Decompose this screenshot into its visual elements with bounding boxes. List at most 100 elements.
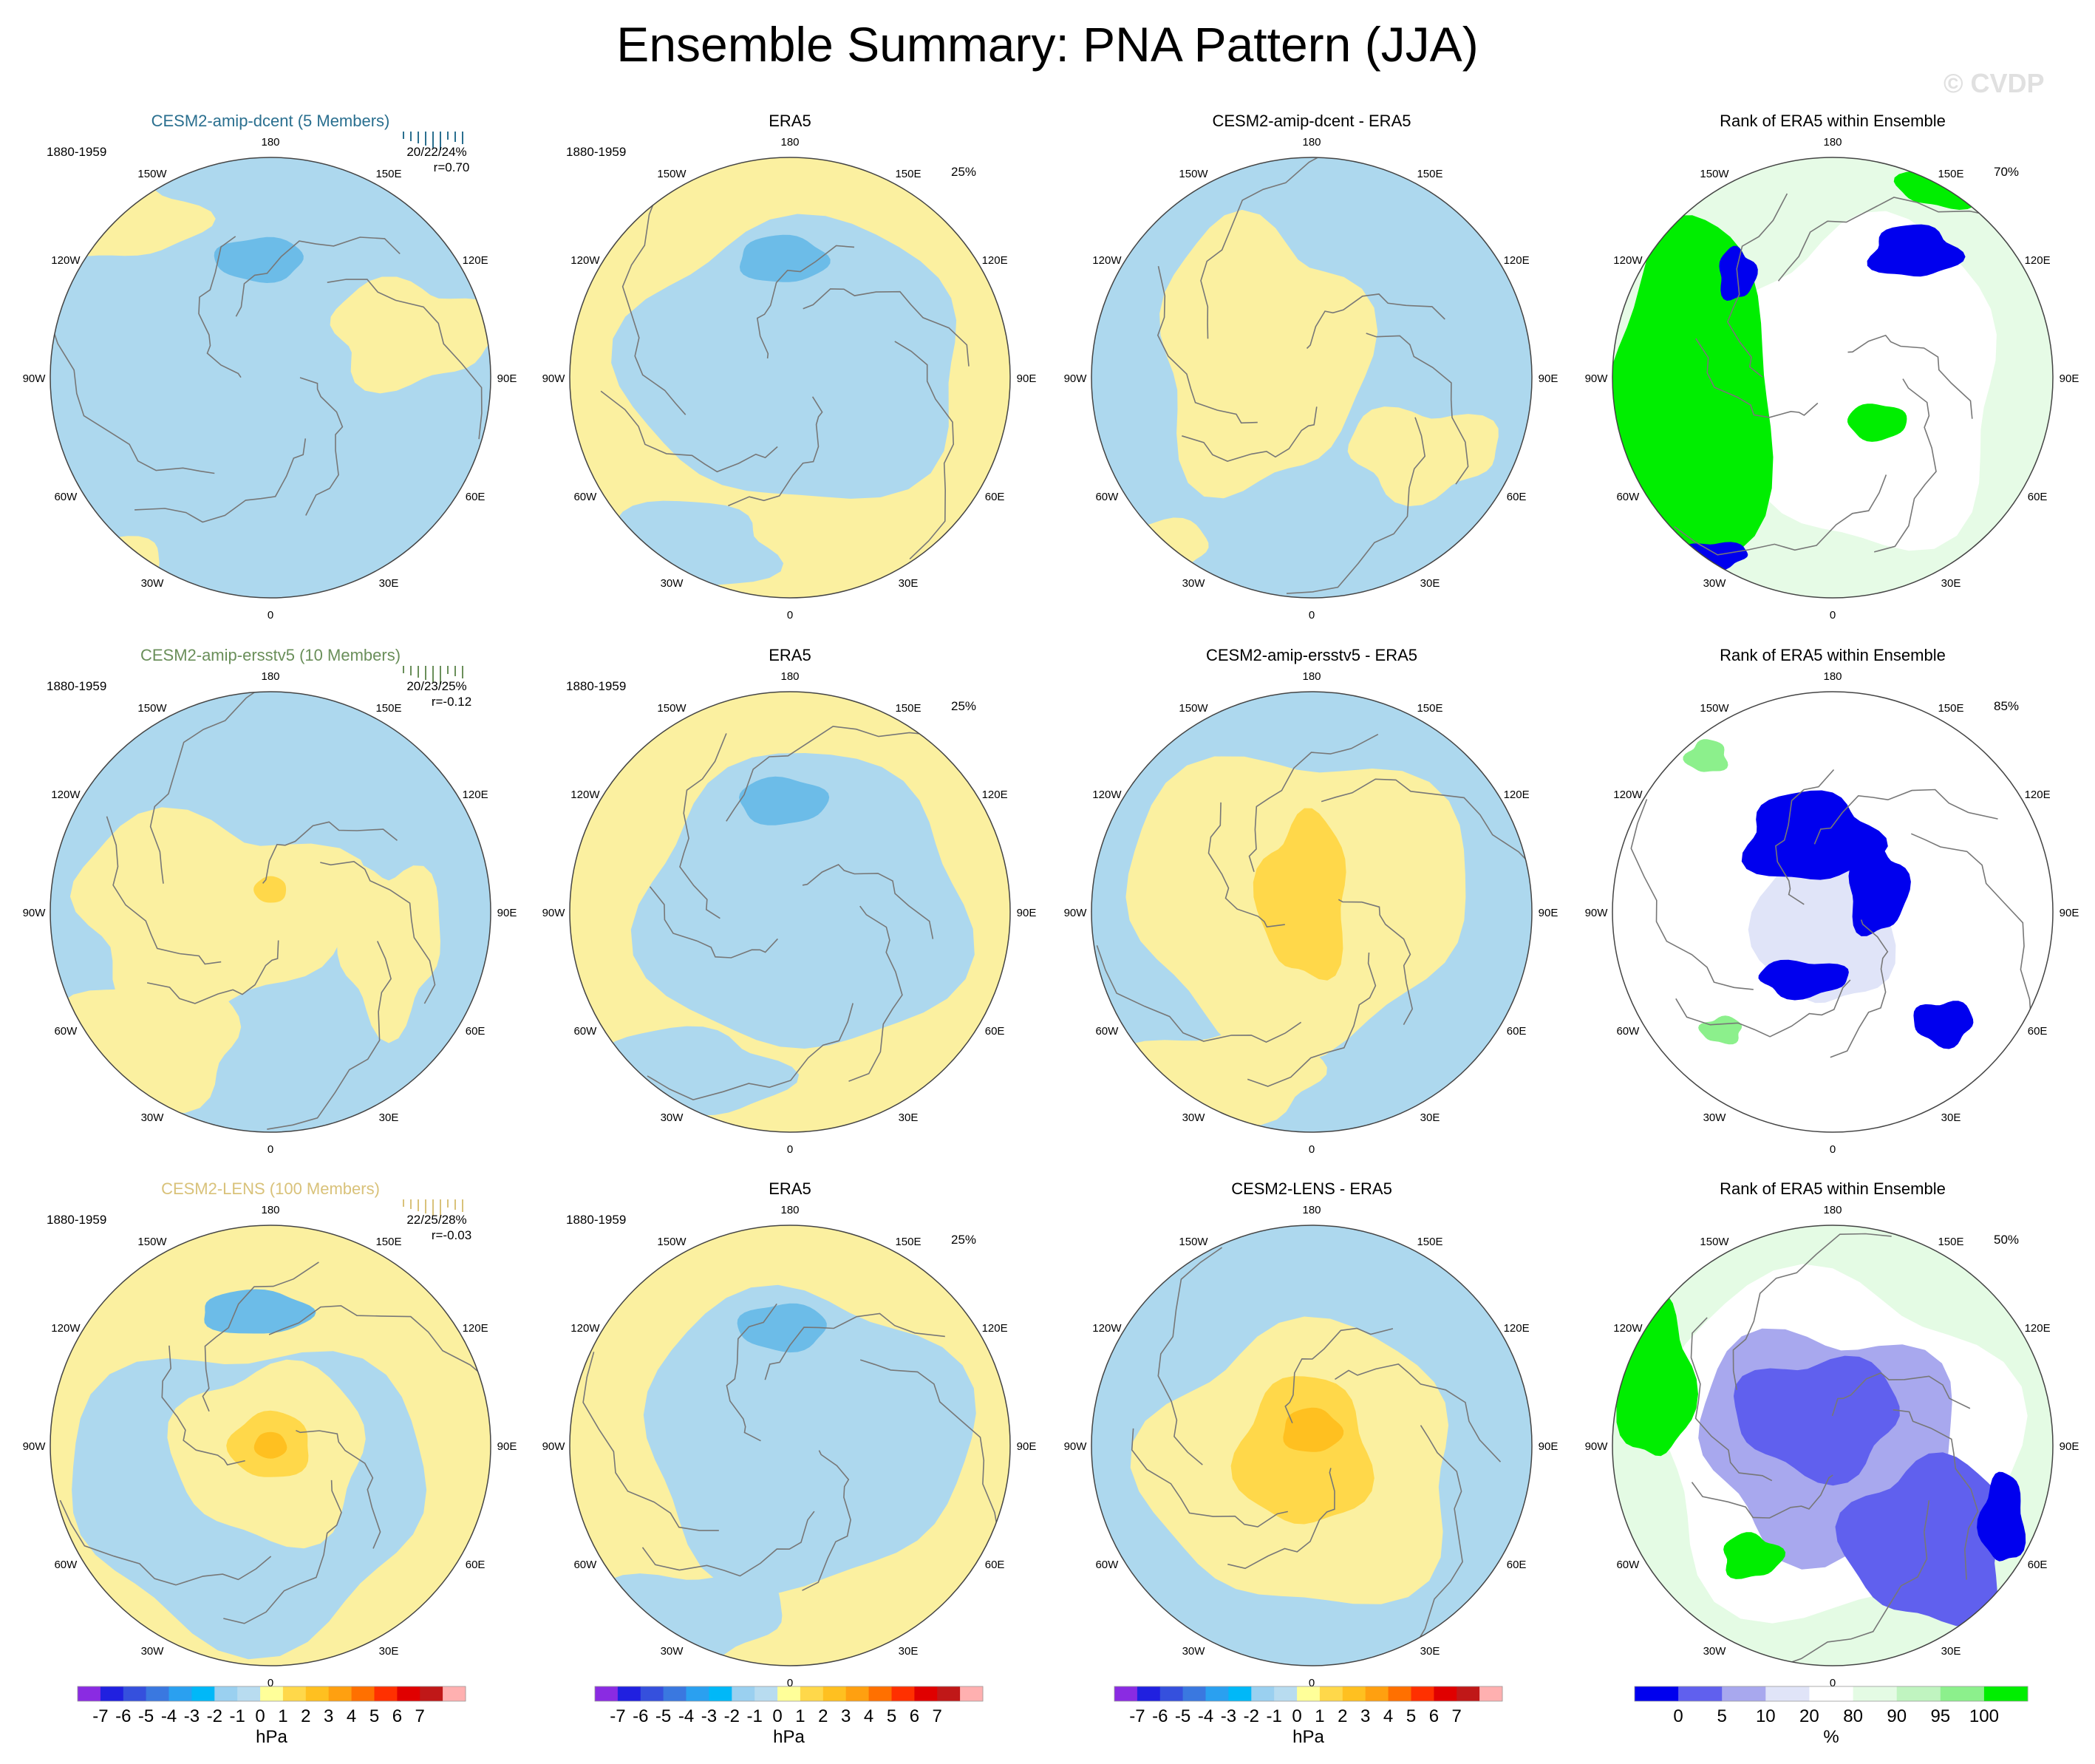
colorbar-tick-label: 3 [1360,1706,1370,1726]
panel-r2-c4: 180 150E 120E 90E 60E 30E 0 30W 60W 90W 120W 150W Ra… [1585,646,2079,1156]
lon-label-60E: 60E [985,1559,1005,1571]
colorbar-tick-label: 5 [369,1706,379,1726]
map-border [50,1225,491,1666]
lon-label-0: 0 [1309,1143,1315,1156]
colorbar-swatch [1342,1686,1366,1701]
field-contour-3 [739,234,831,282]
lon-label-150W: 150W [657,168,687,180]
map-border [1612,1225,2054,1666]
lon-label-60W: 60W [1095,1025,1119,1038]
lon-label-60E: 60E [2028,1559,2048,1571]
colorbar-swatch [146,1686,169,1701]
colorbar-swatch [914,1686,938,1701]
lon-label-30E: 30E [1420,577,1440,590]
colorbar-tick-label: -5 [1175,1706,1190,1726]
colorbar-tick-label: 1 [278,1706,287,1726]
lon-label-90E: 90E [2060,907,2079,919]
panel-title: ERA5 [769,646,811,664]
lon-label-60W: 60W [573,1025,597,1038]
coastlines [59,1261,491,1624]
colorbar-tick-label: -6 [115,1706,131,1726]
colorbar-swatch [443,1686,466,1701]
lon-label-30W: 30W [1703,577,1727,590]
panel-r1-c3: 180 150E 120E 90E 60E 30E 0 30W 60W 90W 120W 150W CE… [1064,112,1559,622]
polar-map [1091,157,1532,598]
panel-title: Rank of ERA5 within Ensemble [1720,112,1946,130]
lon-label-120W: 120W [51,254,81,267]
panel-r3-c1: 180 150E 120E 90E 60E 30E 0 30W 60W 90W 120W 150W CE… [23,1179,517,1689]
lon-label-60E: 60E [1507,1025,1527,1038]
lon-label-30E: 30E [379,1111,399,1124]
lon-label-90W: 90W [1064,1440,1088,1453]
colorbar-swatch [1411,1686,1434,1701]
colorbar-tick-label: -3 [1221,1706,1236,1726]
field-contour-3 [1734,1355,1900,1486]
colorbar-swatch [891,1686,915,1701]
coastlines [50,236,483,523]
panel-r3-c4: 180 150E 120E 90E 60E 30E 0 30W 60W 90W 120W 150W Ra… [1585,1179,2079,1689]
field-contour-2 [1347,406,1499,507]
lon-label-120W: 120W [1613,789,1643,801]
colorbar-frame [77,1686,466,1702]
colorbar-tick-label: 95 [1930,1706,1950,1726]
lon-label-90W: 90W [542,372,566,385]
lon-label-90E: 90E [1017,372,1037,385]
lon-label-120W: 120W [570,789,600,801]
pattern-correlation: r=0.70 [434,160,470,174]
lon-label-120W: 120W [51,1322,81,1335]
colorbar-swatch [1896,1686,1941,1701]
field-contour-1 [611,214,957,499]
field-contour-3 [737,1303,827,1353]
lon-label-0: 0 [1830,1677,1836,1689]
colorbar-tick-label: 7 [933,1706,942,1726]
lon-label-120W: 120W [1092,1322,1122,1335]
period-label: 1880-1959 [566,679,626,693]
lon-label-150E: 150E [1938,1236,1963,1248]
colorbar-tick-label: -5 [655,1706,671,1726]
field-contour-3 [739,776,830,825]
lon-label-150E: 150E [375,1236,401,1248]
colorbar-tick-label: -6 [633,1706,648,1726]
panel-r3-c3: 180 150E 120E 90E 60E 30E 0 30W 60W 90W 120W 150W CE… [1064,1179,1559,1689]
colorbar-tick-label: -3 [701,1706,717,1726]
colorbar-tick-label: 5 [1717,1706,1727,1726]
lon-label-90E: 90E [1017,1440,1037,1453]
lon-label-60W: 60W [1616,491,1640,503]
variance-percent: 25% [951,165,976,179]
lon-label-60W: 60W [1616,1025,1640,1038]
polar-map [570,1225,1010,1666]
variance-percent: 25% [951,699,976,713]
colorbar-swatch [1678,1686,1723,1701]
longitude-labels: 180 150E 120E 90E 60E 30E 0 30W 60W 90W 120W 150W [542,136,1037,622]
colorbar-unit: hPa [256,1727,287,1747]
colorbar-swatch [868,1686,892,1701]
period-label: 1880-1959 [47,145,106,159]
lon-label-180: 180 [1302,136,1321,149]
colorbar-swatch [663,1686,687,1701]
colorbar-frame [594,1686,984,1702]
panel-title: CESM2-amip-dcent - ERA5 [1213,112,1411,130]
field-contour-5 [1913,1001,1974,1049]
colorbar-tick-label: 90 [1887,1706,1907,1726]
lon-label-0: 0 [1309,609,1315,622]
lon-label-30W: 30W [1703,1111,1727,1124]
lon-label-60E: 60E [1507,491,1527,503]
polar-map [570,692,1010,1132]
lon-label-150E: 150E [1417,168,1442,180]
member-spread-ticks [403,1199,463,1218]
coastlines [1131,1247,1502,1656]
variance-percent: 85% [1994,699,2019,713]
longitude-labels: 180 150E 120E 90E 60E 30E 0 30W 60W 90W 120W 150W [1064,136,1559,622]
lon-label-90E: 90E [1539,1440,1559,1453]
colorbar-swatch [1765,1686,1810,1701]
colorbar-swatch [640,1686,664,1701]
polar-map [1612,1225,2053,1666]
field-contour-7 [1723,1532,1786,1579]
colorbar-swatch [1251,1686,1275,1701]
panel-r1-c2: 180 150E 120E 90E 60E 30E 0 30W 60W 90W 120W 150W ER… [542,112,1037,622]
lon-label-90W: 90W [1585,907,1609,919]
panel-r2-c3: 180 150E 120E 90E 60E 30E 0 30W 60W 90W 120W 150W CE… [1064,646,1559,1156]
panel-r1-c4: 180 150E 120E 90E 60E 30E 0 30W 60W 90W 120W 150W Ra… [1585,112,2079,622]
colorbar-tick-label: 4 [864,1706,873,1726]
longitude-labels: 180 150E 120E 90E 60E 30E 0 30W 60W 90W 120W 150W [1585,670,2079,1156]
